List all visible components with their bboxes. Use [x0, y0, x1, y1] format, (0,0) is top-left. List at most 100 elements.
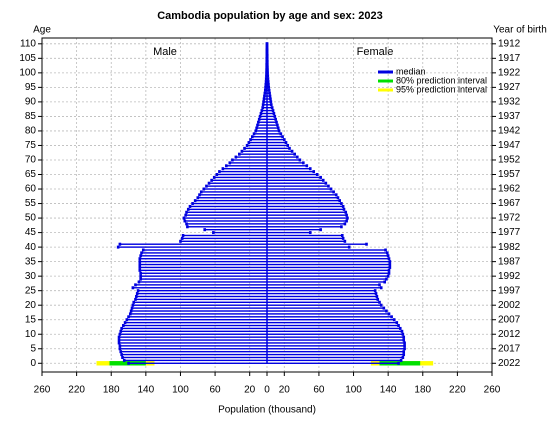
bar-end	[131, 303, 135, 307]
bar	[267, 289, 376, 292]
bar	[267, 112, 274, 115]
bar-end	[402, 353, 406, 357]
bar	[267, 101, 271, 103]
bar	[267, 275, 389, 277]
bar-end	[141, 248, 145, 252]
bar	[267, 304, 382, 306]
bar-end	[238, 152, 241, 156]
bar-end	[205, 184, 208, 188]
bar	[267, 327, 401, 330]
bar-end	[138, 265, 142, 269]
bar	[123, 324, 267, 327]
bar-end	[340, 233, 344, 237]
y-tick-label: 55	[25, 198, 37, 209]
bar	[267, 353, 404, 356]
bar	[267, 138, 285, 141]
bar	[226, 165, 267, 167]
bar	[267, 313, 390, 315]
bar-end	[137, 280, 141, 284]
bar-end	[266, 77, 270, 81]
bar-end	[116, 245, 120, 249]
bar-end	[346, 216, 349, 220]
bar	[119, 342, 268, 344]
bar-end	[382, 306, 386, 310]
bar	[267, 167, 311, 170]
bar-end	[225, 164, 228, 168]
y-axis-label: Age	[33, 25, 51, 36]
bar-end	[395, 321, 399, 325]
bar	[267, 127, 279, 129]
bar-end	[121, 355, 124, 359]
bar	[118, 246, 268, 248]
y-tick-label: 100	[19, 67, 36, 78]
bar	[241, 150, 267, 152]
y-tick-label: 75	[25, 140, 37, 151]
bar-end	[254, 129, 258, 133]
bar	[267, 246, 350, 248]
bar-end	[329, 187, 333, 191]
bar	[214, 176, 267, 179]
bar	[267, 316, 392, 318]
x-tick-label: 260	[34, 385, 51, 396]
bar-end	[276, 126, 280, 130]
bar-end	[259, 112, 263, 116]
bar-end	[286, 143, 290, 147]
bar-end	[342, 207, 346, 211]
bar-end	[260, 109, 264, 113]
bar	[267, 205, 344, 208]
bar	[267, 234, 343, 237]
bar-end	[135, 292, 139, 296]
bar-end	[193, 199, 197, 203]
bar-end	[264, 82, 268, 86]
bar-end	[198, 193, 201, 197]
x-tick-label: 180	[414, 385, 431, 396]
bar	[222, 167, 267, 170]
bar-end	[277, 129, 281, 133]
x-tick-label: 0	[264, 385, 270, 396]
bar-end	[199, 190, 203, 194]
bar-end	[288, 146, 291, 150]
x-tick-label: 100	[345, 385, 362, 396]
bar-end	[334, 193, 338, 197]
bar-end	[117, 341, 121, 345]
bar	[132, 307, 267, 309]
bar	[136, 295, 267, 298]
bar	[132, 304, 267, 306]
y-tick-label: 70	[25, 155, 37, 166]
bar-end	[272, 112, 276, 116]
bar-end	[122, 358, 126, 362]
bar	[267, 284, 380, 286]
bar	[135, 298, 267, 301]
bar-end	[138, 268, 142, 272]
bar-end	[138, 257, 142, 261]
bar	[119, 243, 267, 245]
bar-end	[132, 300, 136, 304]
bar-end	[215, 173, 219, 177]
y-tick-label: 0	[30, 358, 36, 369]
bar	[119, 333, 267, 335]
bar	[267, 255, 389, 257]
bar	[267, 104, 272, 106]
bar-end	[129, 309, 133, 313]
bar	[125, 321, 267, 324]
bar-end	[188, 204, 192, 208]
bar-end	[184, 213, 187, 217]
bar	[188, 208, 267, 211]
bar	[184, 220, 267, 222]
bar	[267, 226, 342, 228]
bar-end	[138, 260, 142, 264]
bar	[267, 243, 367, 245]
x-tick-label: 140	[380, 385, 397, 396]
bar-end	[257, 120, 260, 124]
bar-end	[284, 141, 288, 145]
bar-end	[270, 106, 274, 110]
bar	[267, 249, 386, 251]
y-tick-label: 95	[25, 82, 37, 93]
bar-end	[270, 103, 273, 107]
bar-end	[384, 248, 387, 252]
bar-end	[139, 254, 142, 258]
bar-end	[276, 123, 279, 127]
bar-end	[263, 94, 266, 98]
bar	[182, 237, 267, 240]
bar	[137, 292, 267, 295]
